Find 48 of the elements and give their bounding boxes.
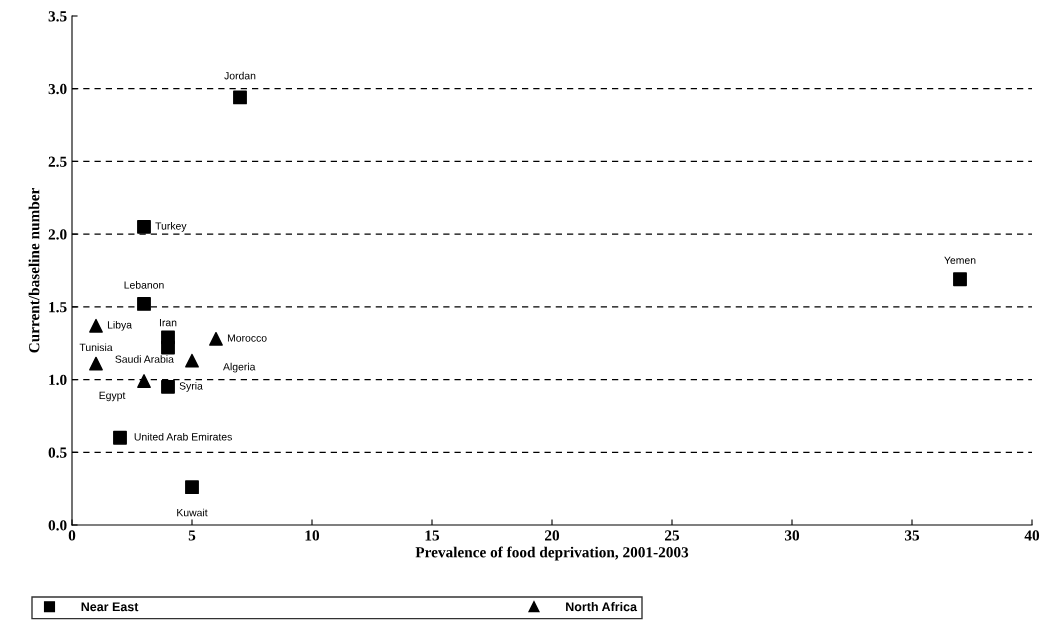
point [233, 90, 247, 105]
legend-label: North Africa [566, 602, 638, 612]
annotation: Tunisia [79, 343, 113, 352]
legend-label: Near East [81, 602, 139, 612]
point [89, 356, 103, 371]
y-tick-label: 1.0 [49, 374, 67, 386]
point [185, 480, 199, 495]
y-tick-label: 0.5 [48, 447, 67, 458]
point [161, 379, 175, 394]
point [113, 430, 127, 445]
point [137, 374, 151, 388]
x-tick-label: 35 [904, 530, 920, 541]
x-tick-label: 5 [188, 530, 196, 541]
y-tick-label: 3.5 [48, 11, 67, 22]
point [137, 219, 151, 234]
point [89, 318, 103, 333]
annotation: Libya [107, 320, 133, 331]
x-tick-label: 0 [68, 530, 76, 541]
point [161, 340, 175, 355]
point [185, 353, 199, 368]
x-tick-label: 10 [305, 530, 320, 541]
x-tick-label: 15 [425, 530, 440, 541]
annotation: Egypt [99, 391, 126, 402]
annotation: Jordan [224, 71, 256, 80]
point [953, 272, 967, 287]
y-tick-label: 2.5 [48, 156, 67, 167]
x-axis-title: Prevalence of food deprivation, 2001-2003 [415, 546, 689, 561]
y-tick-label: 2.0 [48, 229, 67, 240]
annotation: Turkey [155, 222, 187, 232]
annotation: Kuwait [177, 508, 208, 517]
annotation: Syria [179, 381, 203, 392]
annotation: Iran [159, 319, 177, 327]
y-tick-label: 1.5 [49, 302, 67, 313]
annotation: Yemen [944, 256, 976, 264]
x-tick-label: 25 [665, 530, 680, 541]
y-tick-label: 3.0 [48, 83, 67, 95]
annotation: Saudi Arabia [115, 355, 174, 363]
annotation: Lebanon [124, 281, 164, 289]
annotation: Algeria [223, 362, 256, 373]
x-tick-label: 20 [545, 530, 560, 541]
x-tick-label: 40 [1024, 530, 1040, 541]
y-tick-label: 0.0 [48, 520, 67, 531]
annotation: United Arab Emirates [134, 432, 232, 441]
y-axis-title: Current/baseline number [28, 188, 40, 353]
point [137, 297, 151, 311]
point [209, 331, 223, 346]
x-tick-label: 30 [784, 530, 800, 541]
annotation: Morocco [227, 334, 267, 342]
